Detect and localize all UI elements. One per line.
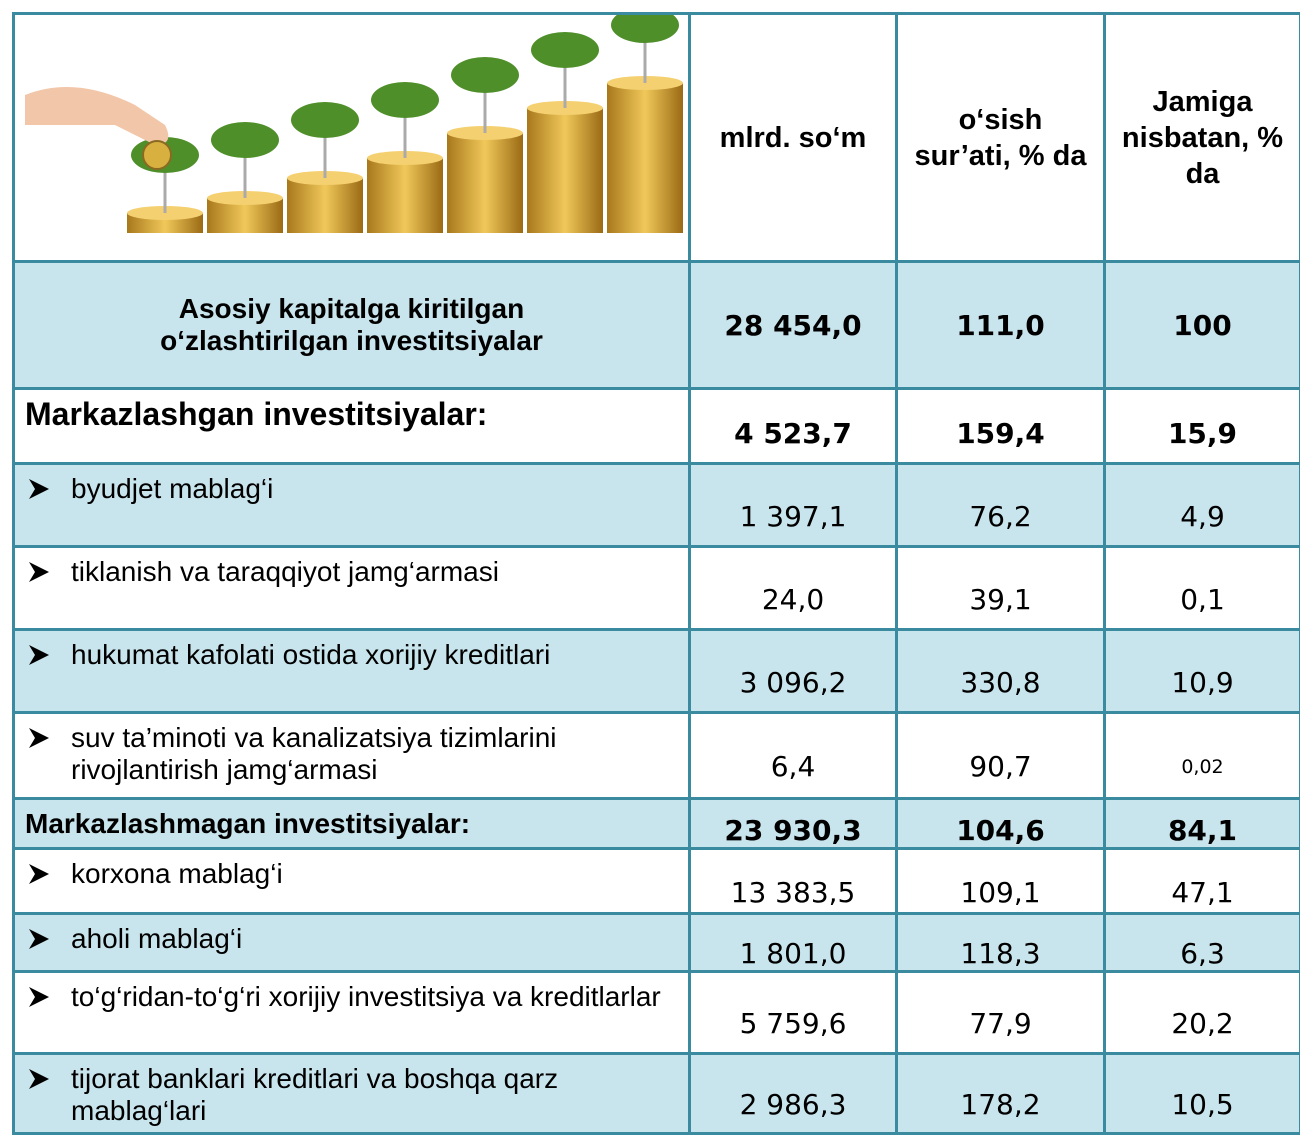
bullet-icon (29, 479, 49, 499)
value-cell: 178,2 (897, 1054, 1105, 1134)
row-label-cell: Markazlashgan investitsiyalar: (14, 389, 690, 464)
bullet-icon (29, 1069, 49, 1089)
value-cell: 6,4 (690, 713, 897, 799)
value-cell: 111,0 (897, 262, 1105, 389)
value-cell: 159,4 (897, 389, 1105, 464)
row-label: tiklanish va taraqqiyot jamg‘armasi (71, 556, 499, 588)
value-cell: 100 (1105, 262, 1300, 389)
data-row: to‘g‘ridan-to‘g‘ri xorijiy investitsiya … (14, 972, 1300, 1054)
value-cell: 10,5 (1105, 1054, 1300, 1134)
value-cell: 84,1 (1105, 799, 1300, 849)
value-cell: 5 759,6 (690, 972, 897, 1054)
row-label-cell: tiklanish va taraqqiyot jamg‘armasi (14, 547, 690, 630)
row-label-cell: Asosiy kapitalga kiritilgan o‘zlashtiril… (14, 262, 690, 389)
bullet-icon (29, 929, 49, 949)
row-label: korxona mablag‘i (71, 858, 283, 890)
value-cell: 77,9 (897, 972, 1105, 1054)
data-row: suv ta’minoti va kanalizatsiya tizimlari… (14, 713, 1300, 799)
row-label-cell: Markazlashmagan investitsiyalar: (14, 799, 690, 849)
row-label-cell: hukumat kafolati ostida xorijiy kreditla… (14, 630, 690, 713)
header-cell: mlrd. so‘m (690, 14, 897, 262)
value-cell: 28 454,0 (690, 262, 897, 389)
value-cell: 15,9 (1105, 389, 1300, 464)
row-label: aholi mablag‘i (71, 923, 242, 955)
data-row: Asosiy kapitalga kiritilgan o‘zlashtiril… (14, 262, 1300, 389)
row-label-cell: korxona mablag‘i (14, 849, 690, 914)
value-cell: 24,0 (690, 547, 897, 630)
row-label-cell: byudjet mablag‘i (14, 464, 690, 547)
value-cell: 0,02 (1105, 713, 1300, 799)
value-cell: 39,1 (897, 547, 1105, 630)
value-cell: 104,6 (897, 799, 1105, 849)
row-label-cell: tijorat banklari kreditlari va boshqa qa… (14, 1054, 690, 1134)
value-cell: 1 397,1 (690, 464, 897, 547)
row-label: tijorat banklari kreditlari va boshqa qa… (71, 1063, 678, 1127)
value-cell: 2 986,3 (690, 1054, 897, 1134)
row-label: byudjet mablag‘i (71, 473, 273, 505)
value-cell: 118,3 (897, 914, 1105, 972)
value-cell: 90,7 (897, 713, 1105, 799)
value-cell: 109,1 (897, 849, 1105, 914)
bullet-icon (29, 562, 49, 582)
bullet-icon (29, 728, 49, 748)
bullet-item: suv ta’minoti va kanalizatsiya tizimlari… (25, 722, 678, 786)
data-row: Markazlashmagan investitsiyalar:23 930,3… (14, 799, 1300, 849)
bullet-icon (29, 645, 49, 665)
row-label-cell: aholi mablag‘i (14, 914, 690, 972)
bullet-item: korxona mablag‘i (25, 858, 678, 890)
bullet-item: hukumat kafolati ostida xorijiy kreditla… (25, 639, 678, 671)
row-label-cell: to‘g‘ridan-to‘g‘ri xorijiy investitsiya … (14, 972, 690, 1054)
row-label-cell: suv ta’minoti va kanalizatsiya tizimlari… (14, 713, 690, 799)
bullet-item: byudjet mablag‘i (25, 473, 678, 505)
row-label: suv ta’minoti va kanalizatsiya tizimlari… (71, 722, 678, 786)
header-cell: Jamiga nisbatan, % da (1105, 14, 1300, 262)
value-cell: 0,1 (1105, 547, 1300, 630)
value-cell: 3 096,2 (690, 630, 897, 713)
row-label: to‘g‘ridan-to‘g‘ri xorijiy investitsiya … (71, 981, 661, 1013)
value-cell: 13 383,5 (690, 849, 897, 914)
data-row: hukumat kafolati ostida xorijiy kreditla… (14, 630, 1300, 713)
data-row: tijorat banklari kreditlari va boshqa qa… (14, 1054, 1300, 1134)
header-cell: o‘sish sur’ati, % da (897, 14, 1105, 262)
bullet-icon (29, 864, 49, 884)
bullet-item: to‘g‘ridan-to‘g‘ri xorijiy investitsiya … (25, 981, 678, 1013)
bullet-item: tijorat banklari kreditlari va boshqa qa… (25, 1063, 678, 1127)
bullet-icon (29, 987, 49, 1007)
row-label: hukumat kafolati ostida xorijiy kreditla… (71, 639, 550, 671)
value-cell: 10,9 (1105, 630, 1300, 713)
value-cell: 330,8 (897, 630, 1105, 713)
value-cell: 4,9 (1105, 464, 1300, 547)
value-cell: 76,2 (897, 464, 1105, 547)
value-cell: 23 930,3 (690, 799, 897, 849)
value-cell: 4 523,7 (690, 389, 897, 464)
value-cell: 47,1 (1105, 849, 1300, 914)
bullet-item: aholi mablag‘i (25, 923, 678, 955)
value-cell: 20,2 (1105, 972, 1300, 1054)
bullet-item: tiklanish va taraqqiyot jamg‘armasi (25, 556, 678, 588)
value-cell: 1 801,0 (690, 914, 897, 972)
coin-illustration (15, 15, 685, 255)
header-image-cell (14, 14, 690, 262)
value-cell: 6,3 (1105, 914, 1300, 972)
